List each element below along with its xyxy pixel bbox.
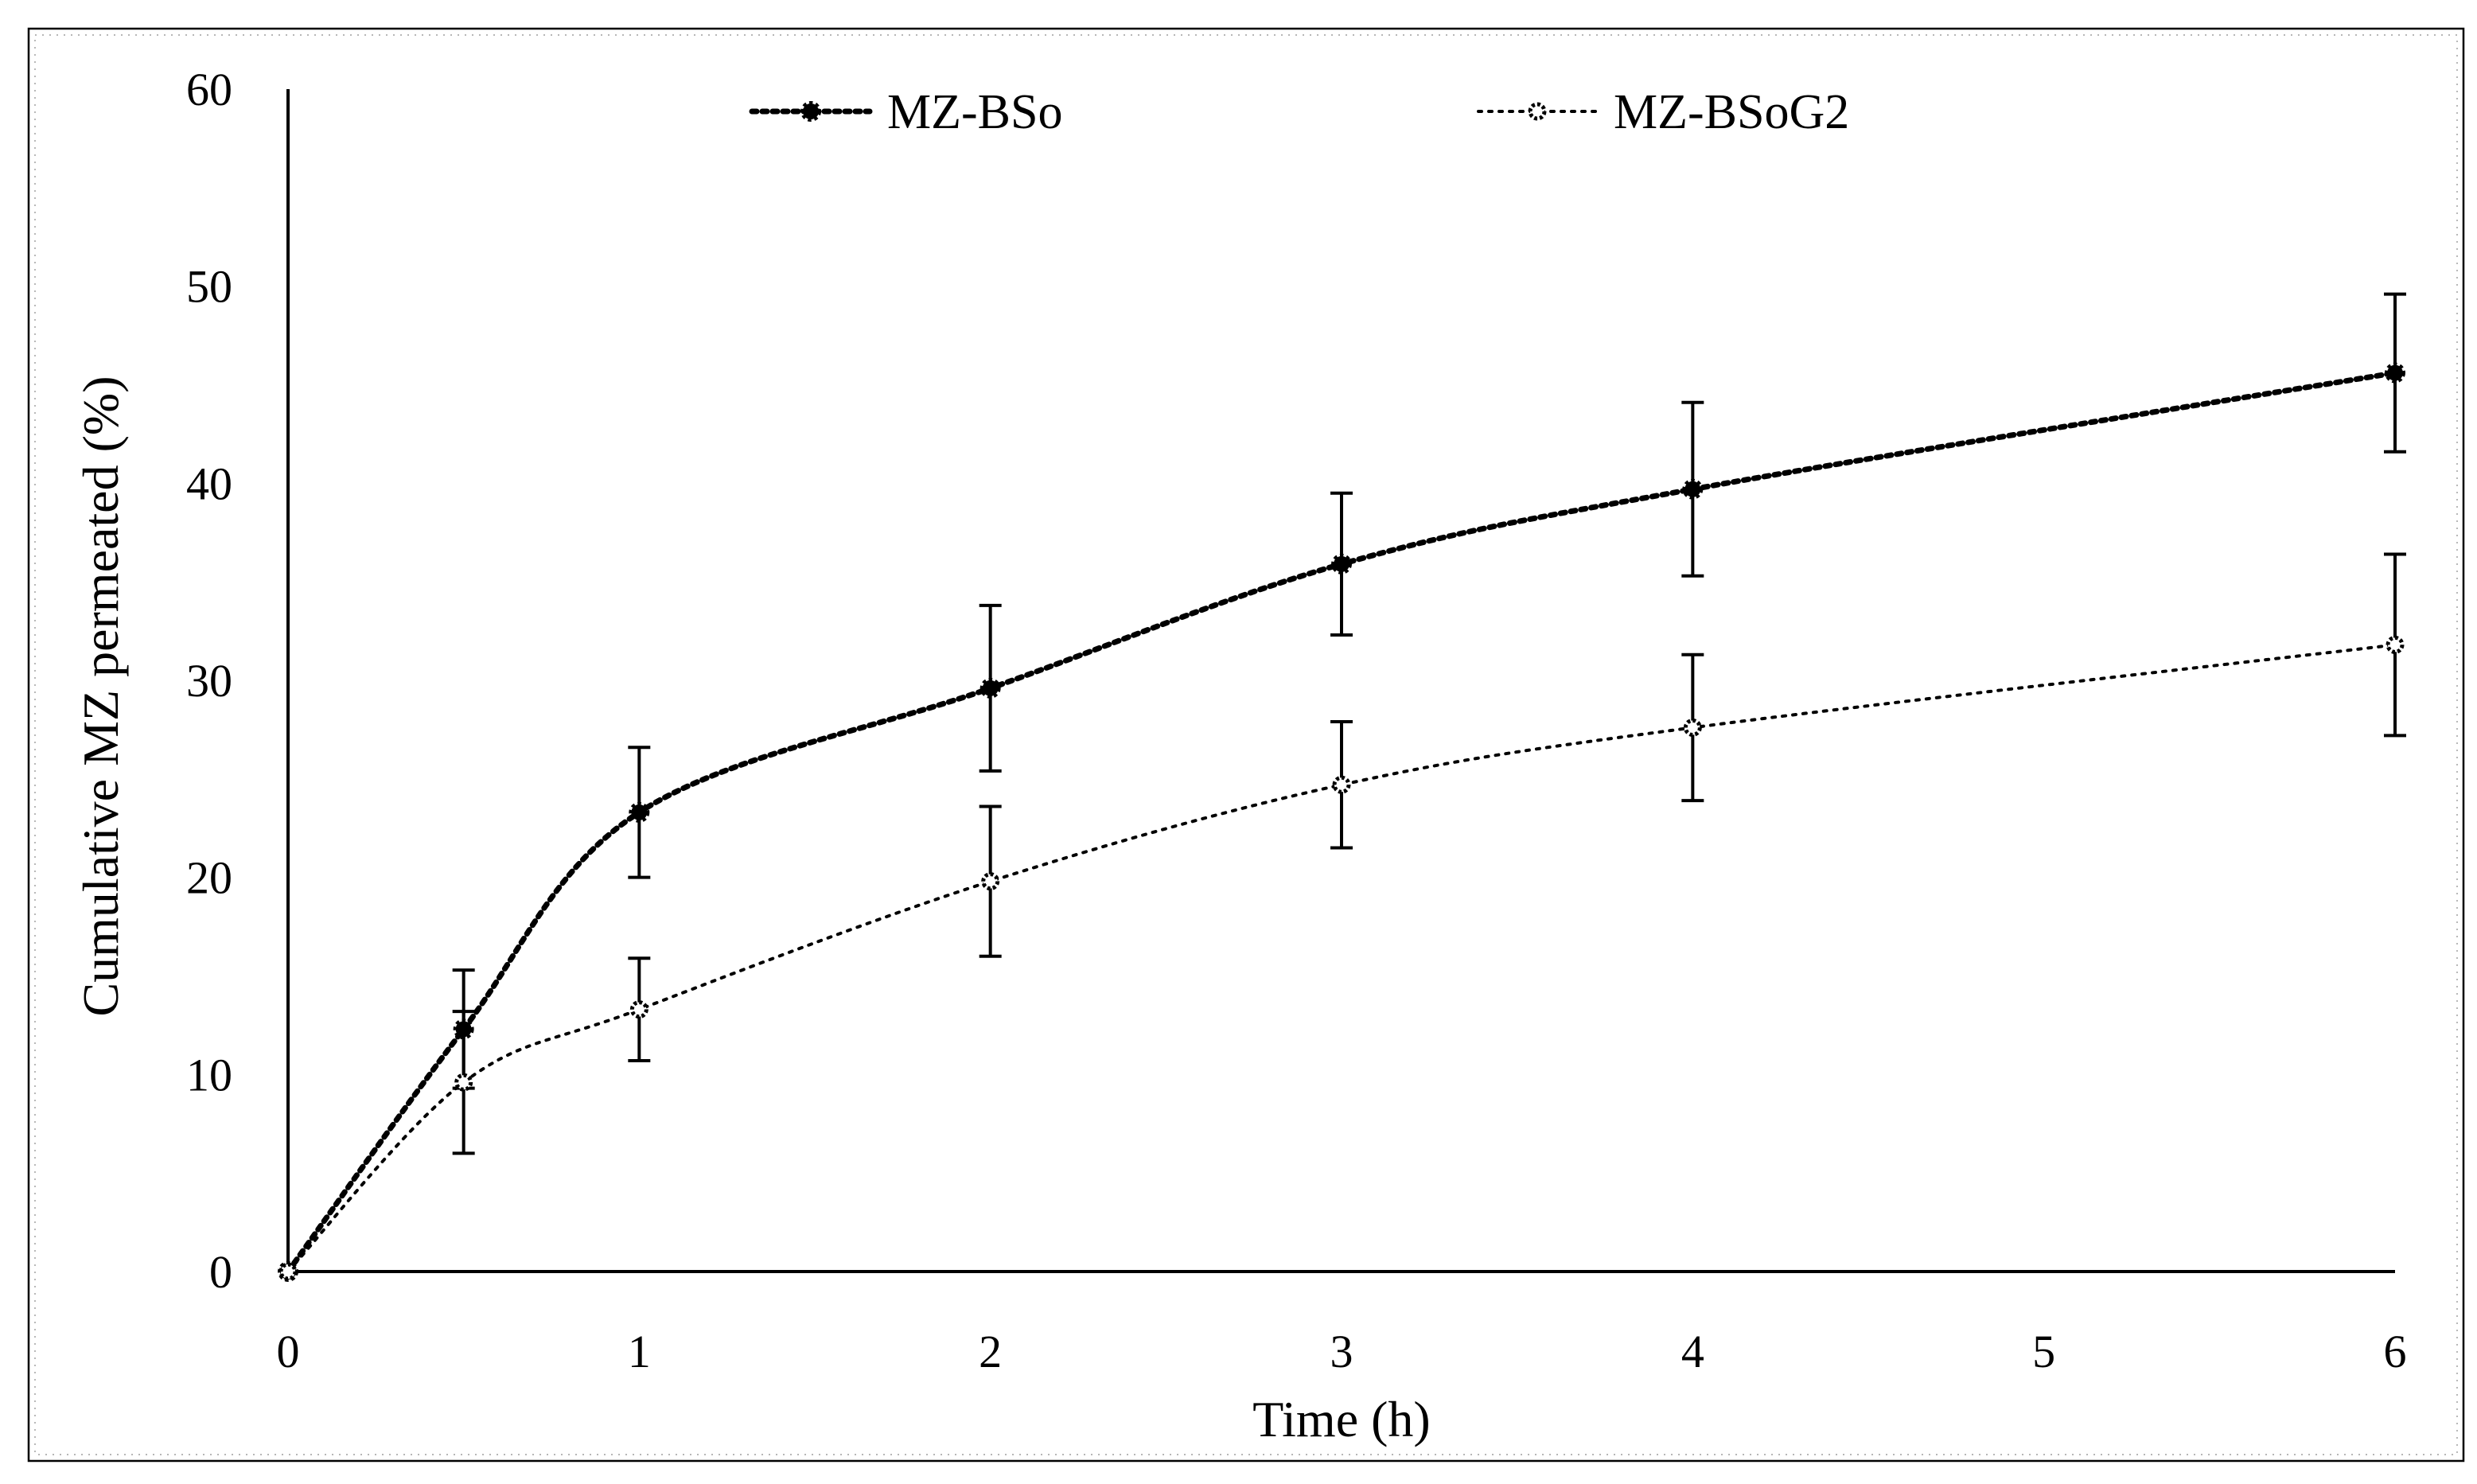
point-mz-bsog2-0 [278,1262,298,1281]
plot-area-border [34,34,2458,1455]
legend: MZ-BSo MZ-BSoG2 [749,85,1849,139]
series-line-mz-bsog2 [286,643,2397,1273]
legend-marker-mz-bsog2 [1528,102,1547,121]
point-mz-bsog2-1 [629,1000,648,1019]
y-tick-label-60: 60 [186,64,232,115]
legend-label-mz-bsog2: MZ-BSoG2 [1614,85,1849,139]
series-line-mz-bso [285,370,2398,1275]
y-tick-label-10: 10 [186,1049,232,1100]
point-mz-bso-3 [1331,553,1352,575]
point-mz-bsog2-0.5 [454,1073,473,1092]
point-mz-bsog2-6 [2385,635,2405,654]
y-axis-title: Cumulative MZ permeated (%) [72,376,129,1016]
legend-marker-mz-bso [800,101,821,122]
y-tick-label-40: 40 [186,458,232,509]
x-tick-label-2: 2 [979,1326,1002,1377]
point-mz-bso-1 [629,801,650,823]
y-tick-label-50: 50 [186,261,232,313]
point-mz-bso-4 [1682,478,1704,500]
x-tick-label-1: 1 [628,1326,651,1377]
series-layer [278,292,2406,1282]
x-axis-title: Time (h) [1252,1391,1430,1447]
x-tick-label-4: 4 [1681,1326,1704,1377]
series-mz-bsog2 [278,552,2406,1281]
point-mz-bsog2-2 [981,872,1000,891]
y-tick-label-0: 0 [209,1246,232,1298]
y-tick-label-20: 20 [186,852,232,904]
chart-frame [27,27,2465,1463]
legend-label-mz-bso: MZ-BSo [887,85,1062,139]
x-tick-label-0: 0 [277,1326,300,1377]
x-tick-label-5: 5 [2032,1326,2055,1377]
y-tick-label-30: 30 [186,655,232,707]
point-mz-bso-2 [980,677,1001,699]
point-mz-bsog2-3 [1332,775,1351,794]
x-tick-label-6: 6 [2384,1326,2407,1377]
point-mz-bso-6 [2385,362,2405,384]
axes: 0 10 20 30 40 50 60 0 1 2 3 4 5 6 [186,64,2407,1377]
point-mz-bsog2-4 [1683,718,1702,737]
x-tick-label-3: 3 [1330,1326,1353,1377]
